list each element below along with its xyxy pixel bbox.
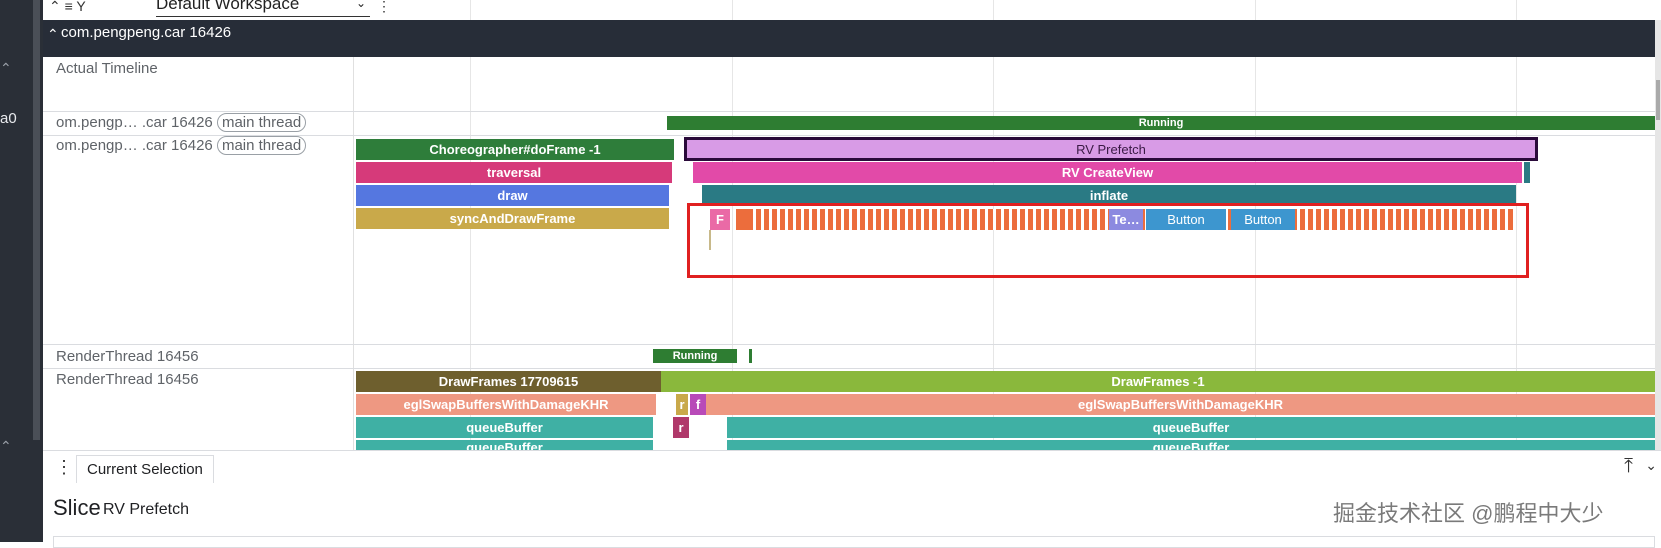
slice-egl-f[interactable]: f <box>690 394 706 415</box>
track-name: Actual Timeline <box>56 60 158 77</box>
chevron-down-icon[interactable]: ⌄ <box>1645 457 1657 473</box>
watermark-text: 掘金技术社区 @鹏程中大少 <box>1333 501 1604 526</box>
slice-egl-r[interactable]: r <box>676 394 688 415</box>
slice-depth-marker <box>709 230 711 250</box>
process-header[interactable]: ⌃ com.pengpeng.car 16426 <box>43 20 1655 57</box>
row-divider <box>43 111 1655 112</box>
collapse-up-icon[interactable]: ⤒ <box>1624 455 1633 477</box>
slice-rv-createview[interactable]: RV CreateView <box>693 162 1522 183</box>
left-scroll-thumb[interactable] <box>33 0 40 440</box>
detail-heading: Slice <box>53 495 101 520</box>
running-state-render[interactable]: Running <box>653 349 737 363</box>
slice-draw[interactable]: draw <box>356 185 669 206</box>
track-label-main-thread-slices[interactable]: om.pengp… .car 16426 main thread <box>56 136 307 155</box>
slice-button-1[interactable]: Button <box>1146 209 1226 230</box>
more-vert-icon[interactable]: ⋮ <box>55 457 73 477</box>
slice-egl-1[interactable]: eglSwapBuffersWithDamageKHR <box>356 394 656 415</box>
toolbar-icons[interactable]: ⌃ ≡ Y <box>49 0 86 14</box>
slice-f[interactable]: F <box>710 209 730 230</box>
row-divider <box>43 135 1655 136</box>
chevron-up-icon[interactable]: ⌃ <box>47 26 59 42</box>
slice-choreographer[interactable]: Choreographer#doFrame -1 <box>356 139 674 160</box>
process-title: com.pengpeng.car 16426 <box>61 24 232 41</box>
left-gutter: ⌃ a0 ⌃ <box>0 0 43 542</box>
left-gutter-text: a0 <box>0 110 17 127</box>
selection-detail: Slice RV Prefetch 掘金技术社区 @鹏程中大少 <box>43 486 1661 548</box>
grid-line <box>732 0 733 450</box>
bottom-panel-tabs: ⋮ Current Selection ⤒ ⌄ <box>43 450 1661 487</box>
detail-box <box>53 536 1655 548</box>
workspace-select-value: Default Workspace <box>156 0 300 13</box>
track-name: om.pengp… .car 16426 <box>56 137 213 154</box>
slice-queuebuffer-2[interactable]: queueBuffer <box>727 417 1655 438</box>
timeline-scroll-thumb[interactable] <box>1656 80 1660 120</box>
slice-button-2[interactable]: Button <box>1231 209 1295 230</box>
slice-queuebuffer-3[interactable]: queueBuffer <box>356 440 653 450</box>
track-label-main-thread-state[interactable]: om.pengp… .car 16426 main thread <box>56 113 307 132</box>
thread-pill: main thread <box>216 136 307 155</box>
highlight-box <box>687 203 1529 278</box>
slice-egl-2[interactable]: eglSwapBuffersWithDamageKHR <box>706 394 1655 415</box>
running-state-main[interactable]: Running <box>667 116 1655 130</box>
track-name: RenderThread 16456 <box>56 348 199 365</box>
slice-traversal[interactable]: traversal <box>356 162 672 183</box>
slice-drawframes-2[interactable]: DrawFrames -1 <box>661 371 1655 392</box>
running-state-render-2[interactable] <box>749 349 752 363</box>
workspace-select[interactable]: Default Workspace ⌄ <box>156 0 370 17</box>
slice-inflate[interactable]: inflate <box>702 185 1516 206</box>
slice-queuebuffer-4[interactable]: queueBuffer <box>727 440 1655 450</box>
tab-current-selection[interactable]: Current Selection <box>76 455 214 483</box>
label-column-divider <box>353 57 354 450</box>
slice-drawframes-1[interactable]: DrawFrames 17709615 <box>356 371 661 392</box>
slice-marker[interactable] <box>1524 162 1530 183</box>
row-divider <box>43 368 1655 369</box>
slice-queuebuffer-1[interactable]: queueBuffer <box>356 417 653 438</box>
workspace-bar: ⌃ ≡ Y Default Workspace ⌄ ⋮ <box>43 0 1661 20</box>
chevron-down-icon: ⌄ <box>355 0 366 10</box>
chevron-up-icon[interactable]: ⌃ <box>0 60 12 76</box>
track-name: om.pengp… .car 16426 <box>56 114 213 131</box>
track-label-renderthread-state[interactable]: RenderThread 16456 <box>56 348 199 365</box>
track-label-actual-timeline[interactable]: Actual Timeline <box>56 60 158 77</box>
slice-queuebuffer-r[interactable]: r <box>673 417 689 438</box>
grid-line <box>1516 0 1517 450</box>
track-name: RenderThread 16456 <box>56 371 199 388</box>
slice-child[interactable] <box>736 209 750 230</box>
slice-te[interactable]: Te… <box>1109 209 1143 230</box>
thread-pill: main thread <box>216 113 307 132</box>
chevron-up-icon-2[interactable]: ⌃ <box>0 438 12 454</box>
row-divider <box>43 344 1655 345</box>
track-label-renderthread-slices[interactable]: RenderThread 16456 <box>56 371 199 388</box>
more-vert-icon[interactable]: ⋮ <box>377 0 391 14</box>
detail-slice-name: RV Prefetch <box>103 501 189 518</box>
slice-rv-prefetch[interactable]: RV Prefetch <box>684 137 1538 161</box>
timeline-scrollbar[interactable] <box>1655 20 1661 450</box>
slice-sync-and-draw-frame[interactable]: syncAndDrawFrame <box>356 208 669 229</box>
